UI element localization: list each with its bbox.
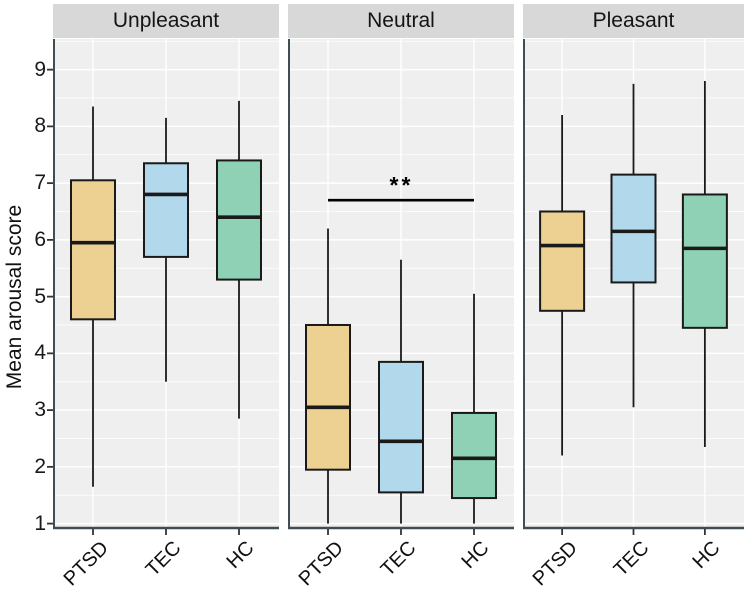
y-tick-label-4: 4: [34, 341, 46, 364]
y-tick-label-3: 3: [34, 398, 46, 421]
box-ptsd: [70, 179, 117, 321]
box-hc: [681, 193, 728, 329]
facet-strip-label-neutral: Neutral: [367, 9, 435, 32]
facet-strip-label-unpleasant: Unpleasant: [112, 9, 220, 32]
box-ptsd: [539, 210, 586, 312]
facet-strip-unpleasant: Unpleasant: [53, 4, 279, 38]
box-tec: [378, 360, 424, 494]
box-tec: [143, 162, 189, 258]
y-tick-label-5: 5: [34, 285, 46, 308]
facet-strip-label-pleasant: Pleasant: [592, 9, 675, 32]
box-tec: [610, 173, 657, 284]
y-tick-label-8: 8: [34, 114, 46, 137]
y-tick-label-1: 1: [34, 512, 46, 535]
facet-strip-pleasant: Pleasant: [523, 4, 744, 38]
y-tick-label-9: 9: [34, 58, 46, 81]
y-tick-label-7: 7: [34, 171, 46, 194]
y-tick-label-2: 2: [34, 455, 46, 478]
y-tick-label-6: 6: [34, 228, 46, 251]
significance-label: **: [389, 172, 414, 198]
facet-strip-neutral: Neutral: [288, 4, 514, 38]
box-ptsd: [305, 323, 352, 471]
box-hc: [215, 159, 262, 281]
box-hc: [450, 411, 497, 500]
